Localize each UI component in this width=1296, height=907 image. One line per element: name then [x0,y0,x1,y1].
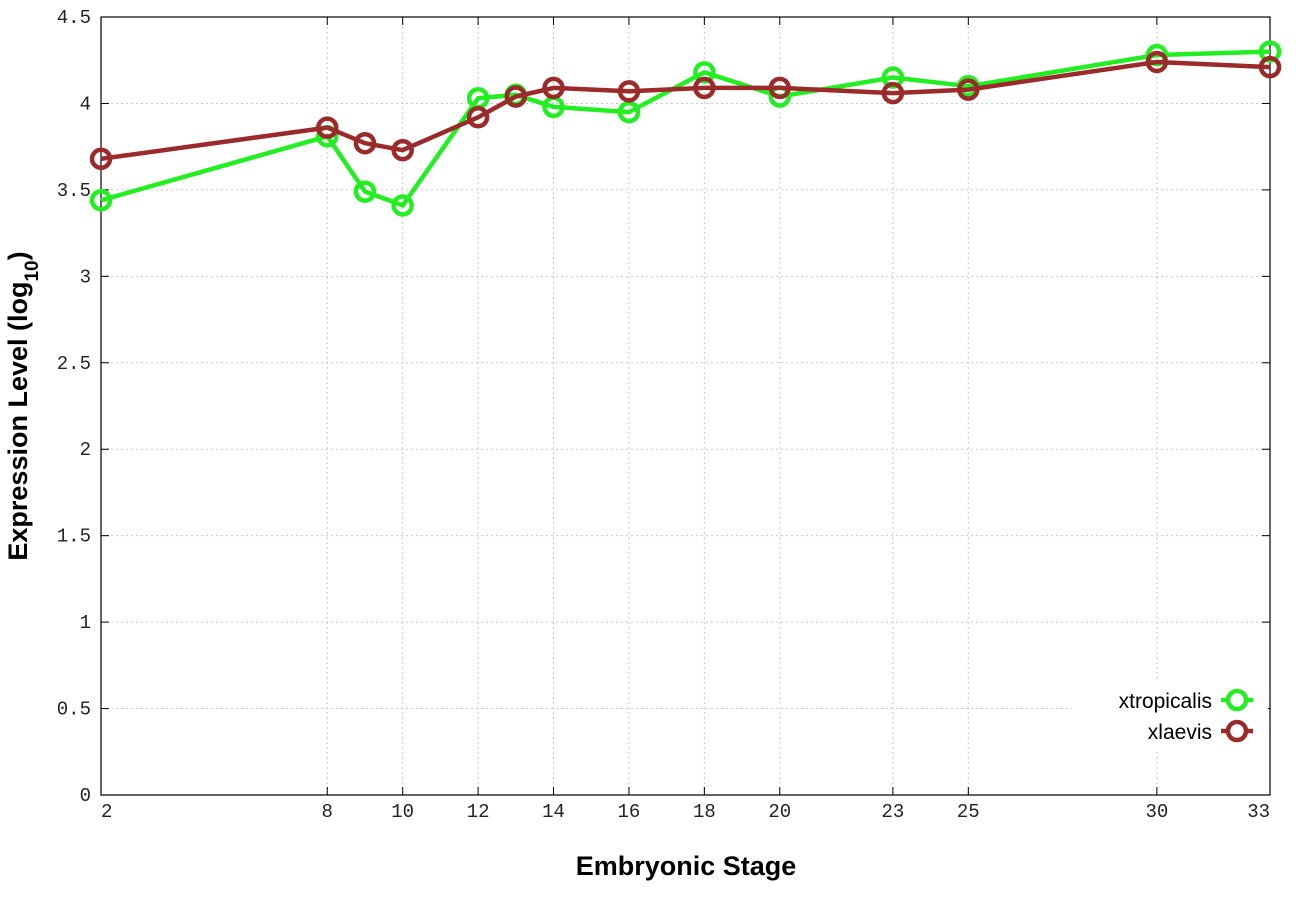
series-xlaevis [89,50,1282,171]
data-point-xlaevis [693,76,716,100]
y-tick-label: 0 [80,785,91,807]
data-point-xlaevis [617,80,641,103]
axis-ticks: 0 0.5 1 1.5 2 2.5 3 3.5 4 4.5 2 8 10 12 14 16 18 20 23 25 30… [57,7,1271,823]
x-axis-title: Embryonic Stage [576,851,797,881]
x-tick-label: 14 [542,801,565,823]
data-point-xlaevis [353,131,377,155]
data-point-xtropicalis [391,194,414,217]
y-tick-label: 1.5 [57,526,91,548]
data-point-xtropicalis [881,66,905,89]
legend-label-xtropicalis: xtropicalis [1119,690,1212,713]
x-tick-label: 20 [768,801,791,823]
x-tick-label: 25 [957,801,980,823]
x-tick-label: 30 [1145,801,1168,823]
x-tick-label: 8 [322,801,333,823]
y-axis-title-close: ) [3,251,33,260]
y-axis-title-subscript: 10 [22,260,43,281]
data-point-xlaevis [89,147,113,171]
data-point-xlaevis [316,116,339,139]
legend-swatch-marker-xlaevis [1225,719,1249,743]
data-point-xlaevis [542,76,565,100]
x-tick-label: 33 [1247,801,1270,823]
x-tick-label: 23 [881,801,904,823]
data-point-xtropicalis [693,61,716,84]
y-tick-label: 2 [80,439,91,461]
plot-frame [100,16,1271,796]
series-line-xlaevis [100,59,1271,162]
y-axis-title-main: Expression Level (log [3,282,33,561]
data-point-xtropicalis [542,95,565,119]
y-axis-title: Expression Level (log10) [3,251,43,560]
legend-swatch-marker-xtropicalis [1225,688,1249,712]
y-tick-label: 3 [80,266,91,288]
x-tick-label: 10 [391,801,414,823]
legend-label-xlaevis: xlaevis [1148,721,1212,744]
data-point-xtropicalis [466,87,490,110]
data-point-xtropicalis [353,180,377,203]
y-tick-label: 1 [80,612,91,634]
data-point-xlaevis [1145,50,1169,74]
legend: xtropicalis xlaevis [1072,682,1268,750]
y-tick-label: 4 [80,93,91,115]
y-tick-label: 4.5 [57,7,91,29]
series-lines [89,40,1282,217]
series-line-xtropicalis [100,49,1271,208]
data-point-xlaevis [881,81,905,105]
data-point-xtropicalis [617,100,641,124]
y-tick-label: 0.5 [57,699,91,721]
data-point-xlaevis [1258,55,1282,79]
x-tick-label: 12 [467,801,490,823]
data-point-xlaevis [504,85,528,108]
series-xtropicalis [89,40,1282,217]
data-point-xtropicalis [1258,40,1282,63]
data-point-xtropicalis [89,189,113,212]
y-tick-label: 2.5 [57,353,91,375]
data-point-xlaevis [768,76,792,100]
y-tick-label: 3.5 [57,180,91,202]
x-tick-label: 2 [101,801,112,823]
data-point-xlaevis [466,106,490,129]
data-point-xlaevis [957,78,980,101]
data-point-xlaevis [391,138,414,162]
x-tick-label: 18 [693,801,716,823]
x-tick-label: 16 [618,801,641,823]
